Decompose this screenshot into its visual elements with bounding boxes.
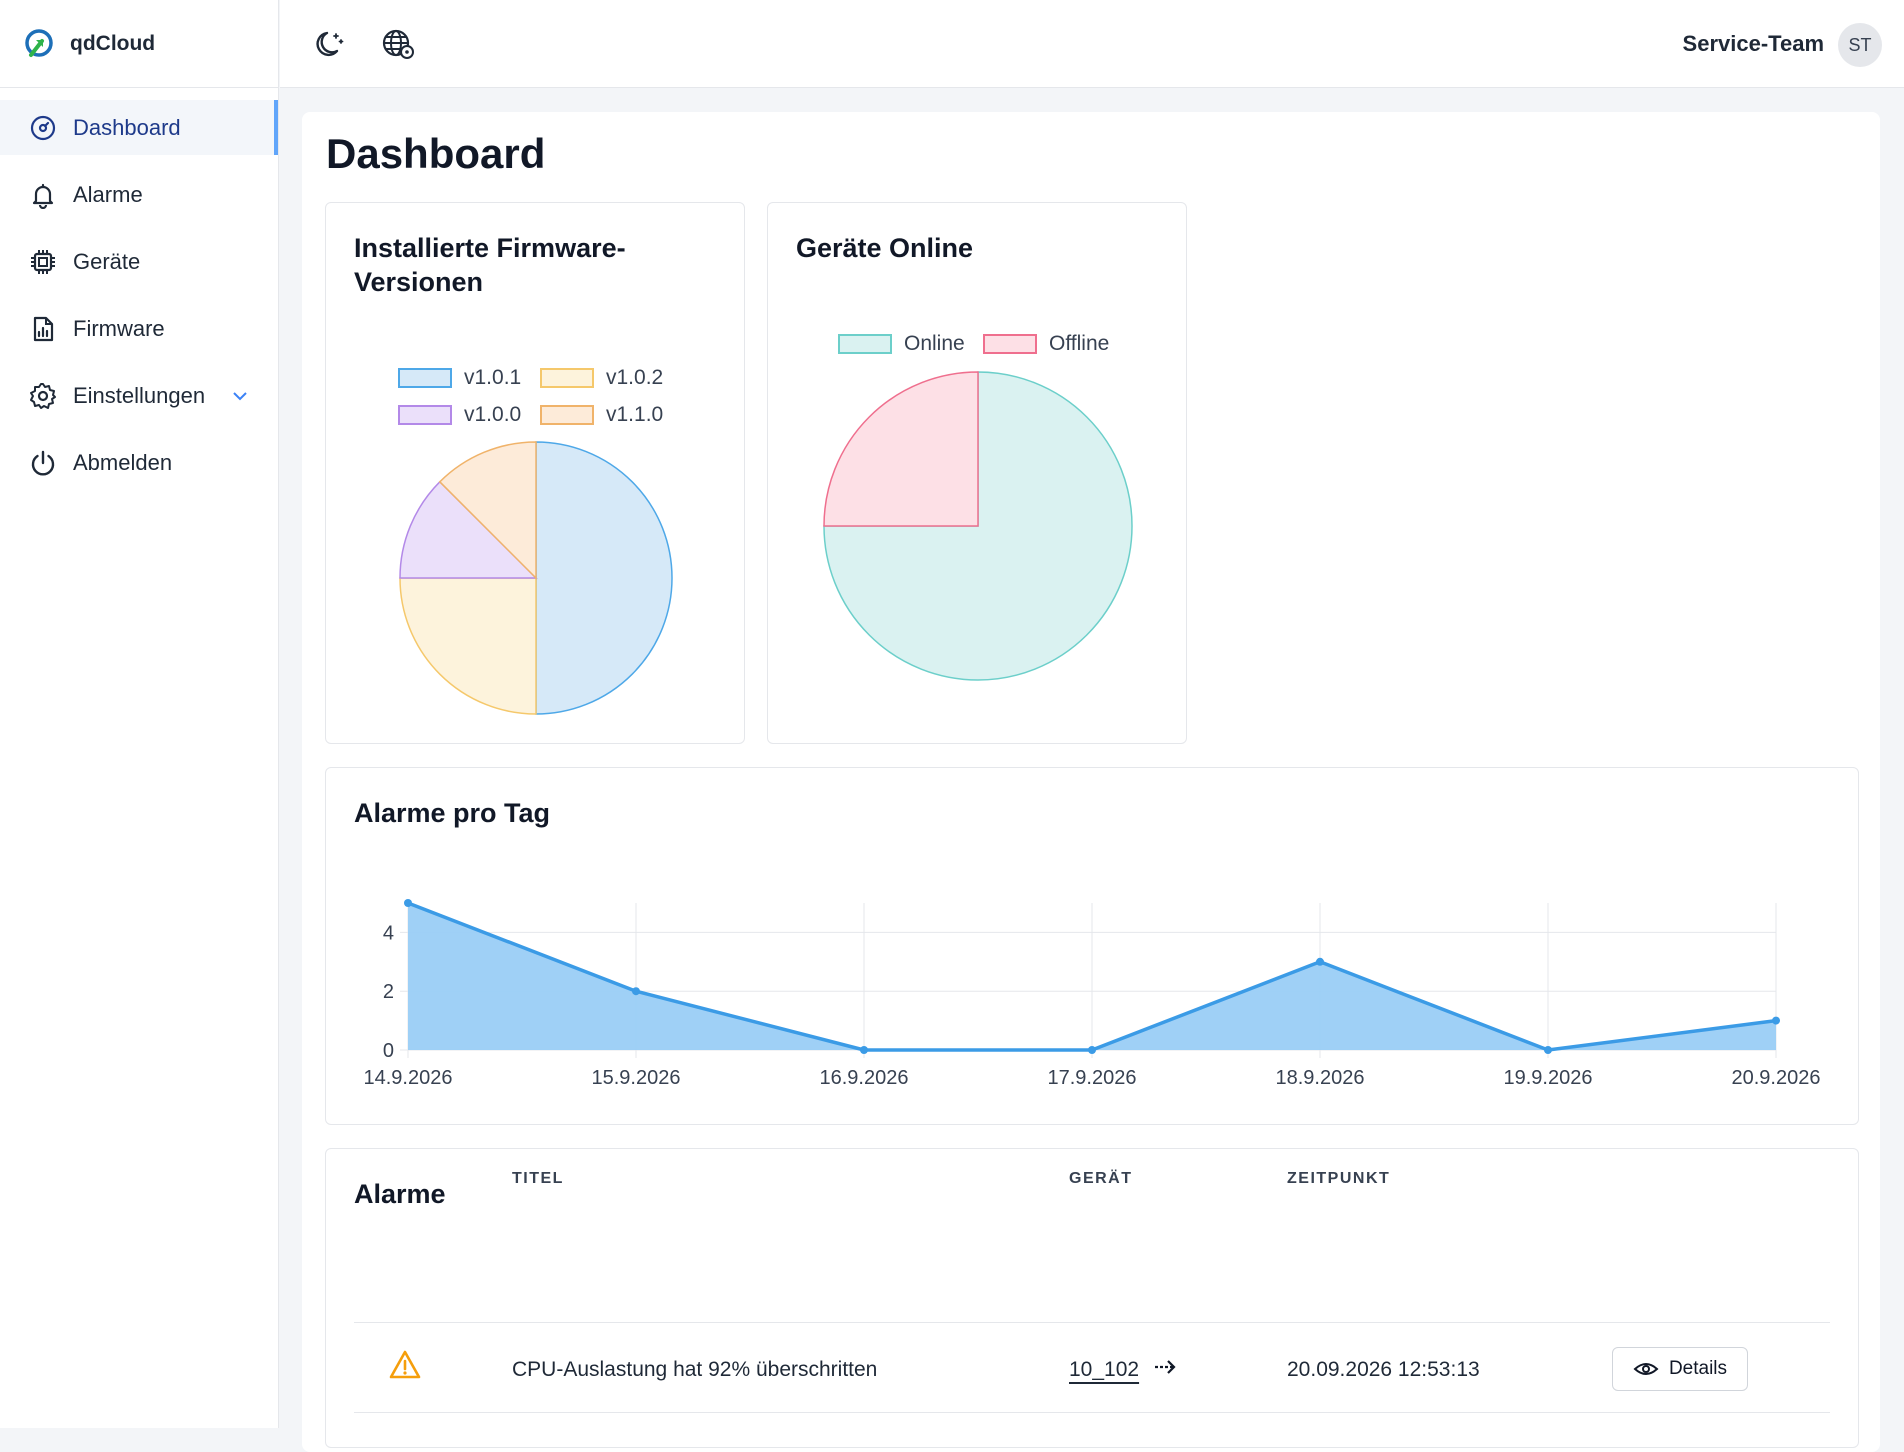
sidebar-item-einstellungen[interactable]: Einstellungen: [0, 368, 278, 423]
bell-icon: [28, 180, 58, 210]
legend-item[interactable]: v1.0.2: [540, 366, 663, 390]
y-tick-label: 0: [383, 1040, 394, 1062]
globe-icon[interactable]: [380, 26, 416, 62]
sidebar-item-label: Einstellungen: [73, 382, 206, 408]
alarms-per-day-title: Alarme pro Tag: [354, 798, 551, 828]
alarms-per-day-card: Alarme pro Tag 0 2 4 14.9.2026 15.9.2026 16.9…: [325, 767, 1859, 1125]
legend-swatch: [540, 368, 594, 388]
pie-slice-v1.1.0[interactable]: [438, 441, 537, 580]
legend-label: v1.0.1: [464, 366, 522, 389]
column-header-titel[interactable]: TITEL: [512, 1170, 564, 1187]
x-tick-label: 15.9.2026: [592, 1067, 681, 1089]
firmware-chart-card: Installierte Firmware-Versionen v1.0.1 v…: [325, 202, 745, 744]
legend-item[interactable]: Offline: [983, 332, 1109, 356]
dashboard-icon: [28, 113, 58, 143]
legend-item[interactable]: Online: [838, 332, 965, 356]
legend-label: Online: [904, 332, 965, 355]
data-point[interactable]: [632, 987, 640, 996]
details-button-label: Details: [1668, 1358, 1728, 1379]
sidebar-item-label: Alarme: [73, 181, 143, 207]
warning-icon: [388, 1349, 422, 1386]
legend-swatch: [398, 368, 452, 388]
legend-swatch: [983, 334, 1037, 354]
sidebar-item-geraete[interactable]: Geräte: [0, 234, 278, 289]
power-icon: [28, 448, 58, 478]
alarm-title: CPU-Auslastung hat 92% überschritten: [512, 1358, 878, 1381]
legend-item[interactable]: v1.0.1: [398, 366, 521, 390]
x-tick-label: 20.9.2026: [1732, 1067, 1821, 1089]
legend-label: v1.0.2: [606, 366, 664, 389]
device-link-text[interactable]: 10_102: [1069, 1358, 1140, 1381]
data-point[interactable]: [1772, 1016, 1780, 1025]
moon-icon[interactable]: [312, 26, 348, 62]
sidebar-item-dashboard[interactable]: Dashboard: [0, 100, 278, 155]
details-button[interactable]: Details: [1612, 1347, 1748, 1391]
legend-label: v1.1.0: [606, 403, 664, 426]
eye-icon: [1633, 1363, 1659, 1375]
legend-item[interactable]: v1.1.0: [540, 403, 663, 427]
data-point[interactable]: [404, 899, 412, 907]
legend-swatch: [398, 405, 452, 425]
alarms-table-title: Alarme: [354, 1179, 446, 1209]
brand-name: qdCloud: [70, 31, 156, 55]
alarm-timestamp: 20.09.2026 12:53:13: [1287, 1358, 1480, 1381]
firmware-pie-chart: [399, 441, 673, 715]
x-tick-label: 19.9.2026: [1504, 1067, 1593, 1089]
pie-slice-v1.0.0[interactable]: [399, 480, 538, 579]
pie-slice-v1.0.1[interactable]: [535, 441, 673, 715]
gear-icon: [28, 381, 58, 411]
data-point[interactable]: [1088, 1046, 1096, 1054]
alarms-area-chart: 0 2 4 14.9.2026 15.9.2026 16.9.2026 17.9.2026 1…: [364, 899, 1821, 1089]
x-tick-label: 16.9.2026: [820, 1067, 909, 1089]
table-row-divider: [354, 1412, 1830, 1413]
brand[interactable]: qdCloud: [0, 0, 278, 88]
online-pie-chart: [823, 371, 1133, 681]
data-point[interactable]: [860, 1046, 868, 1054]
column-header-zeitpunkt[interactable]: ZEITPUNKT: [1287, 1170, 1391, 1187]
legend-item[interactable]: v1.0.0: [398, 403, 521, 427]
sidebar-nav: Dashboard Alarme Geräte Firmware Einstel…: [0, 88, 278, 490]
legend-label: v1.0.0: [464, 403, 522, 426]
file-chart-icon: [28, 314, 58, 344]
alarms-table-card: Alarme: [325, 1148, 1859, 1448]
sidebar-item-alarme[interactable]: Alarme: [0, 167, 278, 222]
sidebar-item-label: Dashboard: [73, 114, 181, 140]
arrow-right-icon[interactable]: [1145, 1358, 1179, 1381]
qdcloud-logo-icon: [25, 28, 53, 57]
x-tick-label: 17.9.2026: [1048, 1067, 1137, 1089]
legend-swatch: [540, 405, 594, 425]
sidebar-item-label: Abmelden: [73, 449, 173, 475]
firmware-chart-title: Installierte Firmware-Versionen: [354, 233, 626, 297]
data-point[interactable]: [1316, 957, 1324, 966]
column-header-geraet[interactable]: GERÄT: [1069, 1170, 1133, 1187]
legend-swatch: [838, 334, 892, 354]
sidebar: qdCloud Dashboard Alarme Geräte Firmware: [0, 0, 279, 1428]
sidebar-item-abmelden[interactable]: Abmelden: [0, 435, 278, 490]
online-chart-card: Geräte Online Online Offline: [767, 202, 1187, 744]
pie-slice-Offline[interactable]: [823, 371, 979, 527]
sidebar-item-label: Geräte: [73, 248, 141, 274]
sidebar-item-label: Firmware: [73, 315, 165, 341]
sidebar-item-firmware[interactable]: Firmware: [0, 301, 278, 356]
avatar[interactable]: ST: [1838, 23, 1882, 67]
user-name[interactable]: Service-Team: [1682, 31, 1824, 56]
pie-slice-Online[interactable]: [823, 371, 1133, 681]
chip-icon: [28, 247, 58, 277]
y-tick-label: 4: [383, 922, 394, 944]
table-header-divider: [354, 1322, 1830, 1323]
area-fill: [408, 903, 1776, 1050]
y-tick-label: 2: [383, 981, 394, 1003]
legend-label: Offline: [1049, 332, 1110, 355]
top-header: Service-Team ST: [280, 0, 1904, 88]
data-point[interactable]: [1544, 1046, 1552, 1054]
pie-slice-v1.0.2[interactable]: [399, 577, 537, 715]
online-chart-title: Geräte Online: [796, 233, 974, 263]
device-link[interactable]: 10_102: [1069, 1358, 1179, 1382]
page-title: Dashboard: [326, 130, 546, 177]
x-tick-label: 18.9.2026: [1276, 1067, 1365, 1089]
x-tick-label: 14.9.2026: [364, 1067, 453, 1089]
chevron-down-icon[interactable]: [232, 384, 248, 410]
